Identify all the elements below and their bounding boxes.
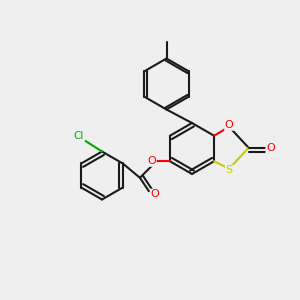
Text: O: O [266,143,275,153]
Text: O: O [148,156,156,166]
Text: O: O [225,120,233,130]
Text: O: O [151,189,159,199]
Text: S: S [226,165,232,175]
Text: Cl: Cl [74,130,84,141]
